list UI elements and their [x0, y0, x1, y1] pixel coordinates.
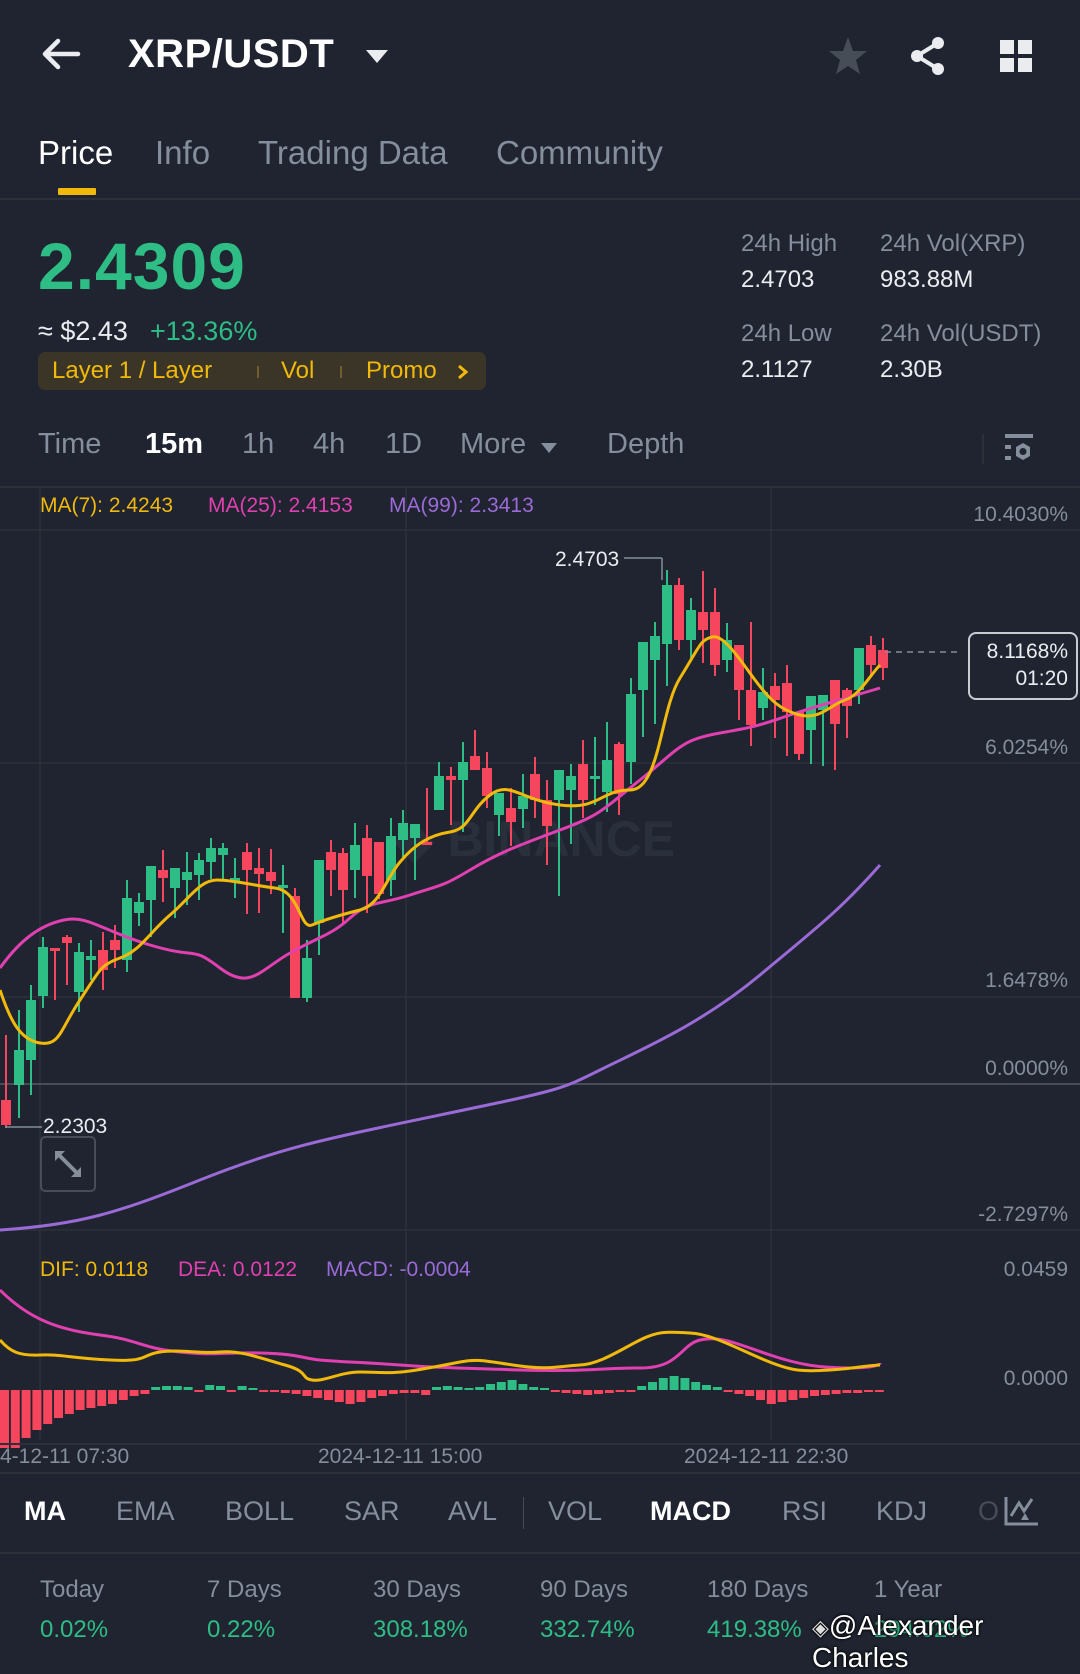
app-header: XRP/USDT	[0, 0, 1080, 115]
perf-value: 308.18%	[373, 1616, 468, 1643]
low-marker: 2.2303	[43, 1115, 107, 1138]
macd-axis-label: 0.0000	[1003, 1367, 1068, 1390]
tag-vol[interactable]: Vol	[281, 357, 315, 384]
tag-bar[interactable]: Layer 1 / Layer Vol Promo	[38, 352, 486, 390]
ma7-legend: MA(7): 2.4243	[40, 494, 174, 517]
tag-layer[interactable]: Layer 1 / Layer	[52, 357, 213, 384]
expand-icon	[55, 1151, 81, 1177]
indicator-more[interactable]: O	[978, 1496, 1000, 1526]
perf-label: 30 Days	[373, 1576, 462, 1603]
grid-menu-icon[interactable]	[994, 34, 1038, 78]
current-price-badge: 8.1168% 01:20	[968, 632, 1078, 700]
macd-axis-label: 0.0459	[1003, 1258, 1068, 1281]
dif-legend: DIF: 0.0118	[40, 1258, 149, 1281]
timeframe-time[interactable]: Time	[38, 428, 102, 460]
binance-logo-icon: ◈	[812, 1615, 829, 1640]
pair-dropdown-caret-icon[interactable]	[366, 50, 388, 63]
current-percent: 8.1168%	[986, 640, 1068, 663]
perf-label: Today	[40, 1576, 105, 1603]
high-label: 24h High	[741, 230, 838, 257]
indicator-bar-divider	[0, 1472, 1080, 1474]
fullscreen-button[interactable]	[40, 1136, 96, 1192]
perf-value: 294.02%	[874, 1616, 969, 1643]
timeframe-15m[interactable]: 15m	[145, 428, 204, 460]
share-icon[interactable]	[906, 34, 950, 78]
tab-price[interactable]: Price	[38, 134, 114, 171]
ma99-legend: MA(99): 2.3413	[389, 494, 534, 517]
indicator-macd[interactable]: MACD	[650, 1496, 731, 1526]
main-tabs: Price Info Trading Data Community	[0, 128, 1080, 200]
timeframe-1h[interactable]: 1h	[242, 428, 275, 460]
indicator-settings-icon[interactable]	[1004, 1496, 1040, 1526]
dea-legend: DEA: 0.0122	[178, 1258, 298, 1281]
performance-divider	[0, 1552, 1080, 1554]
more-caret-icon	[541, 443, 557, 453]
vol-base-value: 983.88M	[880, 266, 974, 293]
last-price: 2.4309	[38, 229, 246, 303]
perf-label: 1 Year	[874, 1576, 943, 1603]
x-axis-label: 2024-12-11 22:30	[684, 1445, 849, 1468]
tab-info[interactable]: Info	[155, 134, 211, 171]
ma25-legend: MA(25): 2.4153	[208, 494, 353, 517]
x-axis-label: 2024-12-11 15:00	[318, 1445, 483, 1468]
y-axis-label: 0.0000%	[985, 1057, 1068, 1080]
y-axis-label: 10.4030%	[973, 503, 1068, 526]
y-axis-label: 1.6478%	[985, 969, 1068, 992]
high-value: 2.4703	[741, 266, 815, 293]
tab-community[interactable]: Community	[496, 134, 663, 171]
indicator-divider	[523, 1497, 524, 1529]
indicator-rsi[interactable]: RSI	[782, 1496, 828, 1526]
perf-value: 332.74%	[540, 1616, 635, 1643]
pair-title[interactable]: XRP/USDT	[128, 32, 335, 76]
low-label: 24h Low	[741, 320, 832, 347]
indicator-ma[interactable]: MA	[24, 1496, 66, 1526]
vol-quote-value: 2.30B	[880, 356, 943, 383]
perf-value: 0.02%	[40, 1616, 109, 1643]
high-marker: 2.4703	[555, 548, 619, 571]
y-axis-label: 6.0254%	[985, 736, 1068, 759]
indicator-ema[interactable]: EMA	[116, 1496, 175, 1526]
candle-countdown: 01:20	[1015, 667, 1068, 690]
perf-label: 90 Days	[540, 1576, 629, 1603]
timeframe-4h[interactable]: 4h	[313, 428, 346, 460]
indicator-sar[interactable]: SAR	[344, 1496, 400, 1526]
timeframe-more[interactable]: More	[460, 428, 527, 460]
low-value: 2.1127	[741, 356, 813, 383]
chart-settings-icon[interactable]	[1003, 432, 1035, 466]
tag-promo[interactable]: Promo	[366, 357, 437, 384]
active-tab-indicator	[58, 188, 96, 195]
x-axis-label: 4-12-11 07:30	[0, 1445, 130, 1468]
vol-base-label: 24h Vol(XRP)	[880, 230, 1026, 257]
toolbar-divider	[982, 434, 984, 464]
macd-legend: MACD: -0.0004	[326, 1258, 471, 1281]
star-icon[interactable]	[826, 34, 870, 78]
indicator-avl[interactable]: AVL	[448, 1496, 498, 1526]
tag-separator	[257, 366, 259, 378]
perf-label: 180 Days	[707, 1576, 809, 1603]
credit-watermark: ◈@Alexander Charles	[812, 1610, 1080, 1674]
vol-quote-label: 24h Vol(USDT)	[880, 320, 1042, 347]
timeframe-depth[interactable]: Depth	[607, 428, 685, 460]
timeframe-1d[interactable]: 1D	[385, 428, 423, 460]
tag-separator	[340, 366, 342, 378]
indicator-boll[interactable]: BOLL	[225, 1496, 295, 1526]
chevron-right-icon	[458, 364, 469, 380]
perf-label: 7 Days	[207, 1576, 282, 1603]
perf-value: 0.22%	[207, 1616, 276, 1643]
tab-trading-data[interactable]: Trading Data	[258, 134, 448, 171]
usd-approx-price: ≈ $2.43	[38, 316, 128, 346]
chart-top-divider	[0, 486, 1080, 488]
back-arrow-icon[interactable]	[38, 34, 84, 74]
perf-value: 419.38%	[707, 1616, 802, 1643]
indicator-kdj[interactable]: KDJ	[876, 1496, 928, 1526]
price-change-percent: +13.36%	[150, 316, 258, 346]
y-axis-label: -2.7297%	[978, 1203, 1068, 1226]
indicator-vol[interactable]: VOL	[548, 1496, 603, 1526]
candlestick-chart[interactable]: ◆ BINANCE 2.4703 2.2303	[0, 488, 1080, 1448]
